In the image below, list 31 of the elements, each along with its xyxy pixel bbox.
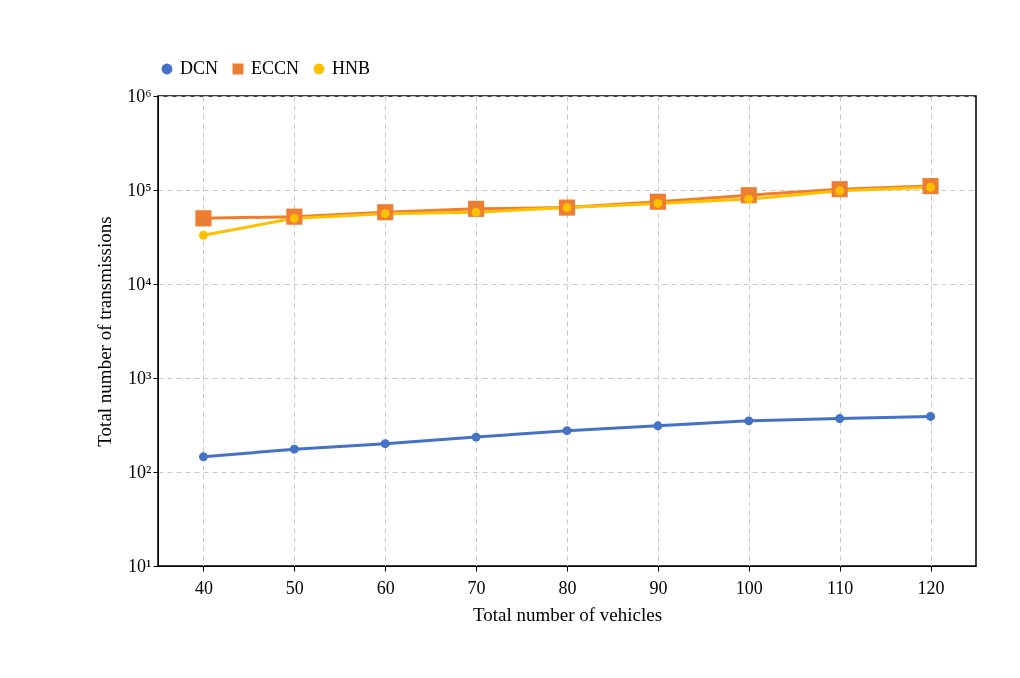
legend-label: ECCN <box>251 58 300 78</box>
point <box>653 421 663 431</box>
x-tick-label: 70 <box>467 577 486 598</box>
point <box>471 432 481 442</box>
x-tick-label: 60 <box>376 577 395 598</box>
point <box>835 414 845 424</box>
x-tick-label: 40 <box>194 577 213 598</box>
point <box>195 210 212 227</box>
x-axis-title: Total number of vehicles <box>472 603 663 625</box>
y-axis-title: Total number of transmissions <box>94 216 116 447</box>
y-tick-label: 10⁴ <box>127 273 152 294</box>
y-tick-label: 10³ <box>128 367 153 388</box>
y-tick-label: 10⁵ <box>127 179 152 200</box>
point <box>744 416 754 426</box>
x-tick-label: 110 <box>826 577 854 598</box>
legend-label: DCN <box>180 58 219 78</box>
point <box>198 230 208 240</box>
y-tick-label: 10¹ <box>128 555 152 576</box>
x-tick-label: 90 <box>649 577 668 598</box>
x-tick-label: 80 <box>558 577 577 598</box>
x-tick-label: 100 <box>735 577 763 598</box>
legend-label: HNB <box>332 58 371 78</box>
point <box>380 439 390 449</box>
point <box>198 452 208 462</box>
y-tick-label: 10² <box>128 461 152 482</box>
x-tick-label: 50 <box>285 577 304 598</box>
point <box>562 426 572 436</box>
x-tick-label: 120 <box>917 577 945 598</box>
point <box>926 411 936 421</box>
y-tick-label: 10⁶ <box>127 85 152 106</box>
point <box>289 444 299 454</box>
